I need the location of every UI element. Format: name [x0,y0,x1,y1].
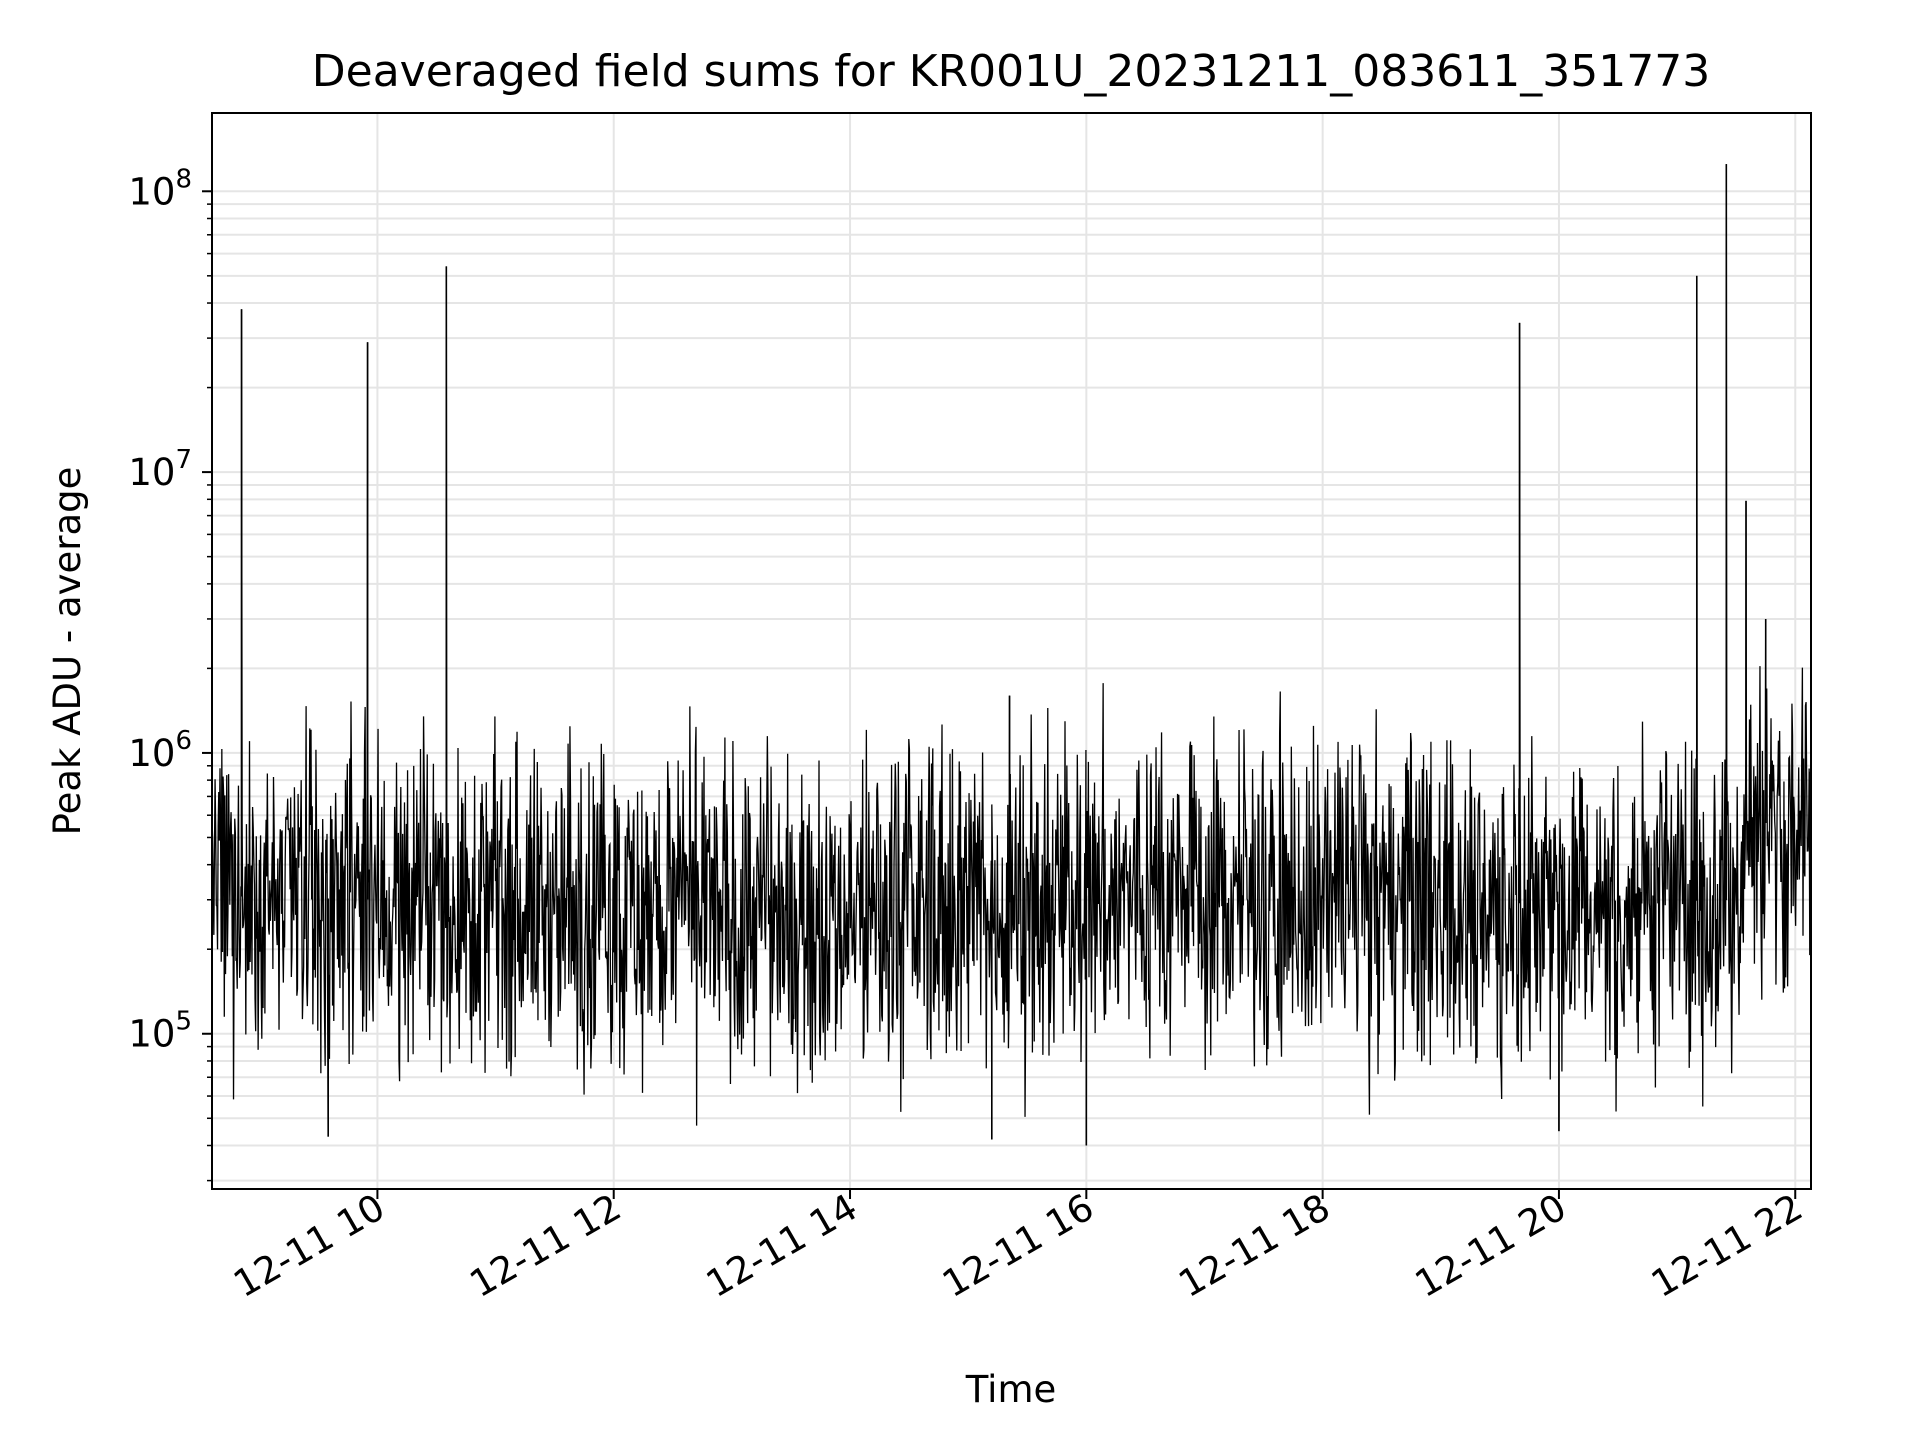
y-tick-label: 106 [128,726,192,775]
y-tick-label: 105 [128,1007,192,1056]
chart-title: Deaveraged field sums for KR001U_2023121… [312,46,1710,97]
series-group [211,164,1812,1146]
y-tick-label: 108 [128,164,192,213]
y-tick-label: 107 [128,445,192,494]
y-axis: 105 106 107 108 [128,164,212,1182]
series-line [211,164,1812,1146]
plot-frame [211,112,1812,1190]
x-axis-label: Time [965,1368,1057,1411]
y-axis-label: Peak ADU - average [46,467,89,836]
